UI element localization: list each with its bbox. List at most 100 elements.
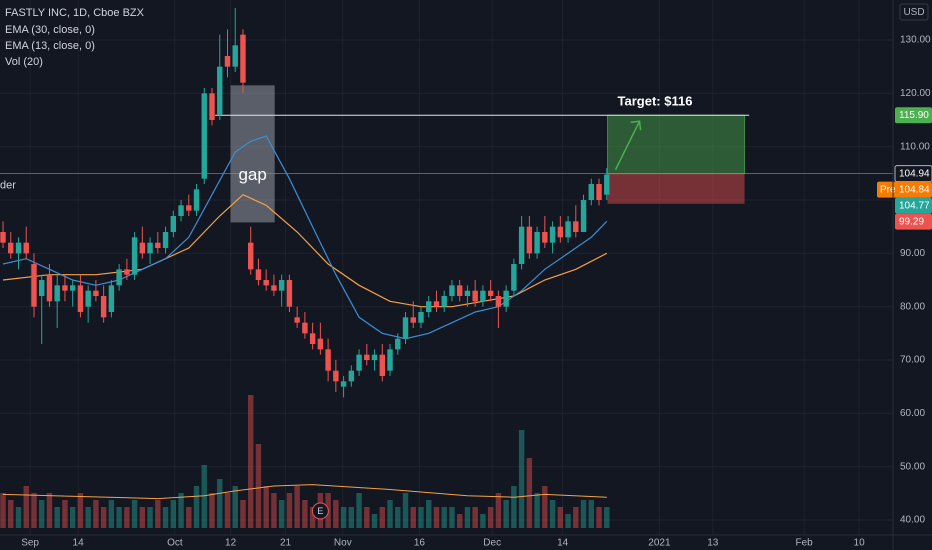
volume-bar [201,465,207,528]
candle-body [364,354,370,361]
candle-body [39,280,45,297]
price-label-prefix: Pre [880,184,896,195]
volume-bar [54,507,60,528]
volume-bar [278,500,285,528]
volume-bar [534,493,540,528]
x-tick-label: 21 [280,538,292,549]
candle-body [387,349,393,371]
candle-body [534,232,540,254]
volume-bar [511,486,517,528]
candle-body [573,221,579,233]
candle-body [23,242,29,254]
volume-ma [2,484,607,500]
volume-bar [418,507,424,528]
candle-body [271,285,277,291]
x-tick-label: 2021 [648,538,671,549]
candle-body [62,285,68,291]
candle-body [186,205,192,211]
candle-body [333,370,339,382]
candle-body [170,216,177,233]
candle-body [426,301,432,313]
candle-body [85,290,91,307]
volume-bar [348,507,355,528]
candle-body [325,349,331,371]
volume-bar [170,500,177,528]
volume-bar [240,500,246,528]
candle-body [139,242,146,254]
currency: USD [903,7,924,18]
price-label-box [895,213,932,230]
candle-body [549,226,556,243]
y-tick-label: 130.00 [900,35,931,46]
candle-body [217,66,223,115]
candle-body [116,269,122,286]
currency-box[interactable] [899,3,929,21]
volume-bar [255,444,262,528]
x-tick-label: Oct [167,538,183,549]
candle-body [31,264,37,307]
candle-body [255,269,262,281]
candle-body [340,381,347,387]
candle-body [410,317,416,323]
volume-bar [557,507,564,528]
volume-bar [85,507,91,528]
candle-body [240,34,246,83]
price-label: 104.84 [899,184,930,195]
volume-bar [147,507,153,528]
volume-bar [580,500,587,528]
candle-body [604,174,610,195]
volume-bar [449,507,455,528]
legend-ema13[interactable]: EMA (13, close, 0) [5,40,95,52]
price-label: 104.77 [899,200,930,211]
symbol-title: FASTLY INC, 1D, Cboe BZX [5,7,145,19]
volume-bar [124,507,130,528]
volume-bar [263,486,269,528]
volume-bar [518,430,525,528]
volume-bar [77,493,84,528]
side-label: der [0,180,16,192]
candle-body [46,274,53,302]
candle-body [518,226,525,265]
candle-body [247,242,254,270]
ema-line [2,135,608,340]
x-tick-label: Feb [796,538,814,549]
legend-ema30[interactable]: EMA (30, close, 0) [5,24,95,36]
volume-bar [155,500,161,528]
candle-body [278,280,285,291]
x-tick-label: Sep [21,538,39,549]
volume-bar [395,507,401,528]
candle-body [495,296,502,307]
volume-bar [178,493,184,528]
volume-bar [69,507,76,528]
candle-body [309,333,316,345]
candle-body [124,269,130,275]
candle-body [286,280,293,307]
volume-bar [309,507,316,528]
x-tick-label: 14 [73,538,85,549]
candle-body [557,226,564,238]
y-tick-label: 50.00 [900,461,925,472]
x-tick-label: 13 [707,538,719,549]
stop-zone [607,173,745,204]
volume-bar [333,500,339,528]
candle-body [395,338,401,350]
volume-bar [565,514,571,528]
volume-bar [402,493,409,528]
volume-bar [456,514,463,528]
candle-body [441,296,447,307]
candle-body [201,93,207,179]
volume-bar [62,500,68,528]
volume-bar [573,507,579,528]
volume-bar [93,500,99,528]
target-label: Target: $116 [618,94,693,109]
volume-bar [209,493,215,528]
volume-bar [302,500,308,528]
volume-bar [604,507,610,528]
candle-body [209,93,215,121]
legend-volume[interactable]: Vol (20) [5,56,43,68]
volume-bar [387,500,393,528]
volume-bar [108,500,115,528]
candle-body [155,242,161,249]
candle-body [456,285,463,297]
candle-body [8,242,14,254]
